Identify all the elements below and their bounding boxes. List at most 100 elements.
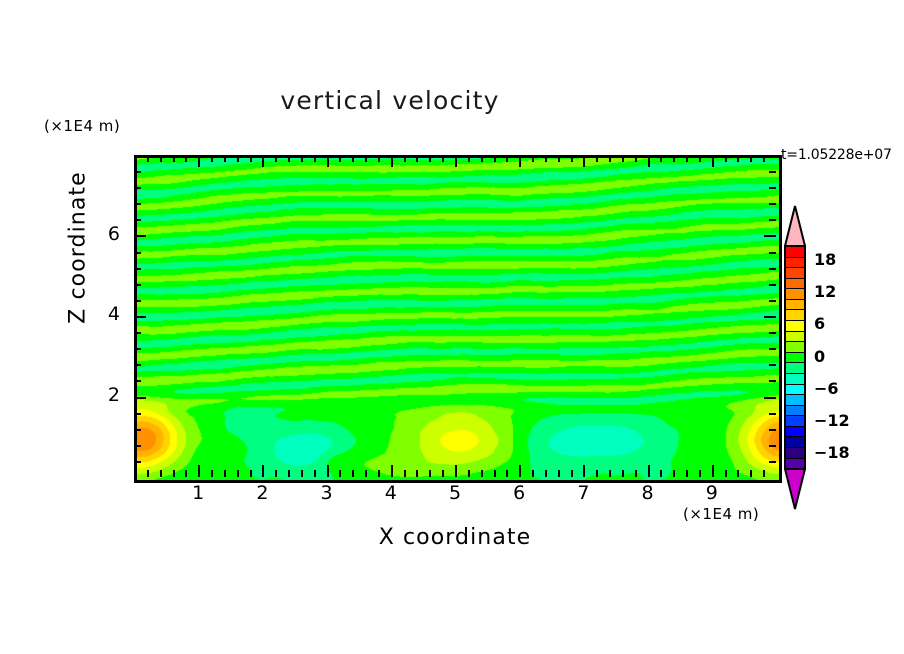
colorbar-band [786,268,804,279]
x-minor-tick-top [429,155,431,162]
x-minor-tick-top [481,155,483,162]
x-minor-tick-top [339,155,341,162]
colorbar-band [786,278,804,290]
y-minor-tick [134,380,141,382]
x-minor-tick-top [404,155,406,162]
x-minor-tick-top [699,155,701,162]
x-minor-tick [173,470,175,477]
x-minor-tick [301,470,303,477]
y-major-tick [134,316,146,318]
y-major-tick-right [764,397,776,399]
x-tick-label: 6 [513,482,526,504]
x-major-tick-top [327,155,329,167]
y-tick-label: 2 [107,383,120,406]
y-minor-tick-right [769,348,776,350]
x-minor-tick-top [352,155,354,162]
x-minor-tick-top [288,155,290,162]
x-minor-tick-top [160,155,162,162]
colorbar-tick-label: 12 [814,282,837,302]
x-major-tick-top [455,155,457,167]
colorbar-band [786,405,804,417]
colorbar-tick-label: −18 [814,442,850,462]
colorbar-band [786,299,804,311]
x-minor-tick-top [301,155,303,162]
x-minor-tick-top [185,155,187,162]
x-minor-tick-top [763,155,765,162]
y-minor-tick [134,429,141,431]
x-minor-tick [558,470,560,477]
x-tick-label: 8 [641,482,654,504]
x-minor-tick-top [635,155,637,162]
x-major-tick-top [262,155,264,167]
x-minor-tick [160,470,162,477]
x-minor-tick [185,470,187,477]
x-major-tick [648,465,650,477]
x-minor-tick [699,470,701,477]
y-minor-tick-right [769,187,776,189]
x-axis-unit-label: (×1E4 m) [683,505,760,523]
x-minor-tick [660,470,662,477]
x-minor-tick-top [314,155,316,162]
x-minor-tick [725,470,727,477]
x-minor-tick-top [532,155,534,162]
y-minor-tick-right [769,380,776,382]
x-minor-tick [686,470,688,477]
x-minor-tick [250,470,252,477]
colorbar-band [786,447,804,459]
x-minor-tick-top [673,155,675,162]
colorbar-tick-label: −12 [814,410,850,430]
x-minor-tick [481,470,483,477]
x-major-tick [198,465,200,477]
x-minor-tick-top [609,155,611,162]
x-minor-tick-top [365,155,367,162]
y-minor-tick [134,252,141,254]
x-minor-tick [378,470,380,477]
x-major-tick [519,465,521,477]
x-minor-tick [468,470,470,477]
colorbar-band [786,458,804,469]
colorbar-band [786,310,804,322]
x-major-tick [455,465,457,477]
x-tick-label: 1 [192,482,205,504]
colorbar-top-arrow-icon [784,205,806,247]
y-minor-tick [134,332,141,334]
x-minor-tick [763,470,765,477]
y-major-tick-right [764,235,776,237]
x-minor-tick-top [622,155,624,162]
y-minor-tick-right [769,171,776,173]
x-minor-tick-top [237,155,239,162]
x-minor-tick [635,470,637,477]
y-minor-tick-right [769,461,776,463]
y-minor-tick [134,445,141,447]
x-tick-label: 9 [705,482,718,504]
x-minor-tick-top [211,155,213,162]
colorbar-tick-label: 18 [814,250,837,270]
colorbar-band [786,342,804,353]
x-major-tick [262,465,264,477]
x-tick-label: 4 [384,482,397,504]
x-tick-label: 5 [448,482,462,504]
timestamp-annotation: t=1.05228e+07 [781,147,892,163]
x-minor-tick [147,470,149,477]
y-minor-tick [134,219,141,221]
x-minor-tick [237,470,239,477]
y-minor-tick [134,171,141,173]
colorbar-band [786,331,804,343]
colorbar-bands [784,245,806,470]
colorbar-band [786,289,804,300]
x-minor-tick [416,470,418,477]
y-minor-tick [134,284,141,286]
x-major-tick [583,465,585,477]
x-minor-tick-top [250,155,252,162]
x-minor-tick [429,470,431,477]
x-major-tick [391,465,393,477]
x-minor-tick [404,470,406,477]
y-minor-tick [134,348,141,350]
y-minor-tick-right [769,332,776,334]
y-major-tick [134,235,146,237]
x-minor-tick [211,470,213,477]
x-minor-tick [622,470,624,477]
y-minor-tick-right [769,413,776,415]
x-minor-tick [365,470,367,477]
